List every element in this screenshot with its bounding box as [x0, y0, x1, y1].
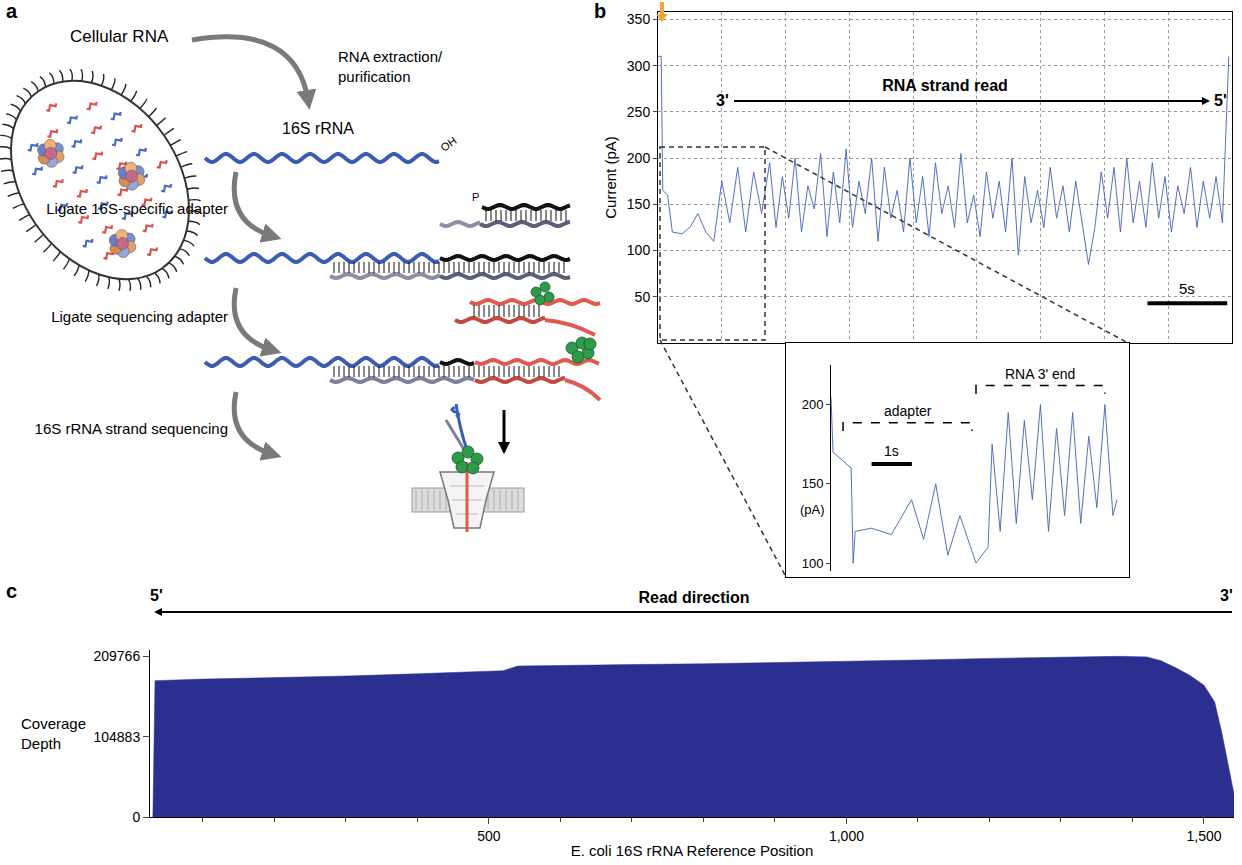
svg-text:CoverageDepth: CoverageDepth	[21, 715, 86, 752]
svg-text:P: P	[472, 191, 479, 203]
svg-text:5s: 5s	[1179, 280, 1195, 297]
svg-text:16S rRNA: 16S rRNA	[282, 120, 354, 137]
svg-text:50: 50	[635, 289, 651, 305]
svg-text:OH: OH	[438, 134, 458, 153]
svg-text:Cellular RNA: Cellular RNA	[70, 27, 169, 46]
svg-text:16S rRNA strand sequencing: 16S rRNA strand sequencing	[35, 420, 228, 437]
svg-text:Read direction: Read direction	[638, 589, 749, 606]
svg-text:100: 100	[802, 556, 824, 571]
svg-text:c: c	[6, 580, 17, 602]
svg-text:purification: purification	[338, 68, 411, 85]
svg-text:200: 200	[627, 150, 651, 166]
svg-text:150: 150	[627, 196, 651, 212]
svg-text:200: 200	[802, 397, 824, 412]
svg-text:1,500: 1,500	[1186, 828, 1221, 844]
svg-text:209766: 209766	[93, 648, 140, 664]
svg-text:300: 300	[627, 58, 651, 74]
svg-text:RNA extraction/: RNA extraction/	[338, 48, 443, 65]
svg-text:b: b	[594, 0, 606, 22]
svg-text:RNA 3' end: RNA 3' end	[1005, 366, 1075, 382]
svg-text:500: 500	[477, 828, 501, 844]
svg-text:5': 5'	[150, 587, 163, 604]
svg-text:150: 150	[802, 476, 824, 491]
svg-text:1s: 1s	[884, 443, 899, 459]
svg-text:(pA): (pA)	[800, 502, 825, 517]
svg-text:Ligate sequencing adapter: Ligate sequencing adapter	[51, 308, 228, 325]
svg-text:E. coli 16S rRNA Reference Pos: E. coli 16S rRNA Reference Position	[571, 842, 814, 859]
svg-text:3': 3'	[716, 92, 729, 109]
svg-text:RNA strand read: RNA strand read	[882, 77, 1008, 94]
svg-text:Current (pA): Current (pA)	[602, 136, 619, 219]
svg-text:250: 250	[627, 104, 651, 120]
svg-text:Ligate 16S-specific adapter: Ligate 16S-specific adapter	[46, 200, 228, 217]
svg-text:1,000: 1,000	[829, 828, 864, 844]
svg-text:a: a	[6, 0, 18, 22]
svg-text:5': 5'	[1214, 92, 1227, 109]
svg-text:350: 350	[627, 11, 651, 27]
svg-text:adapter: adapter	[884, 403, 932, 419]
svg-text:100: 100	[627, 242, 651, 258]
svg-text:3': 3'	[1220, 587, 1233, 604]
svg-text:0: 0	[132, 809, 140, 825]
svg-text:104883: 104883	[93, 729, 140, 745]
